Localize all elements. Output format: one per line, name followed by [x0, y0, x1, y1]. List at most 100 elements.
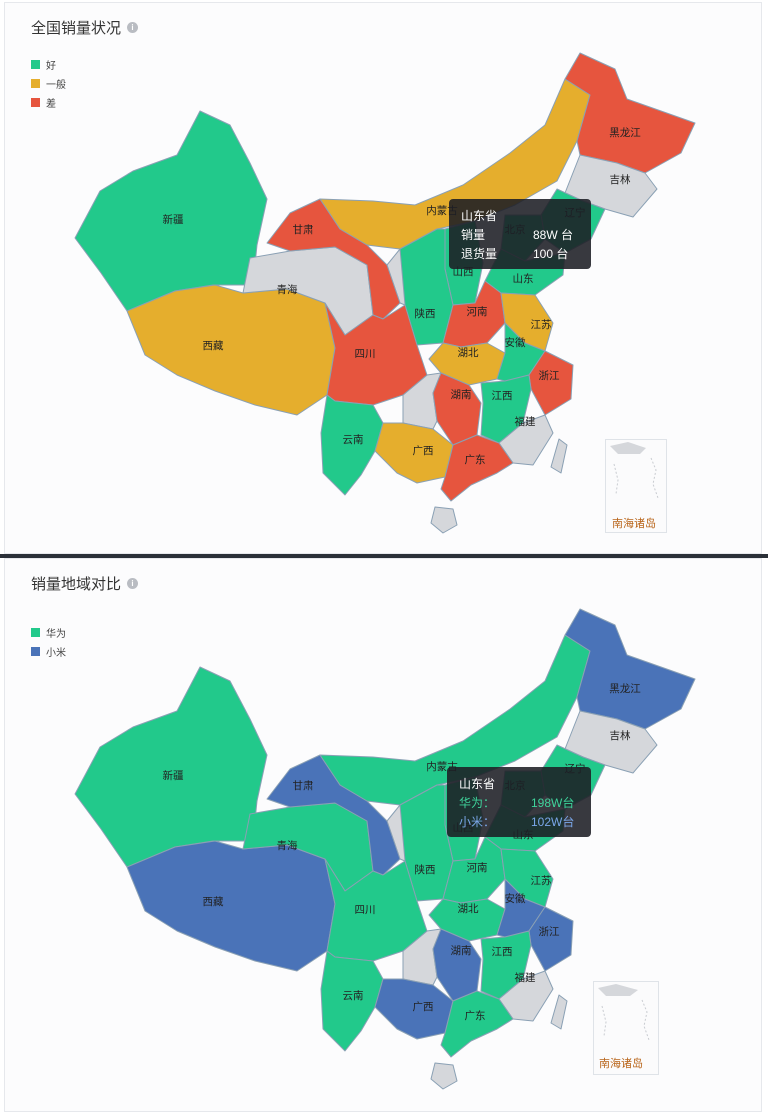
inset-islands	[598, 984, 650, 1041]
info-circle-icon[interactable]: i	[127, 22, 139, 33]
province-label: 山西	[453, 266, 474, 278]
inset-label: 南海诸岛	[599, 1058, 643, 1070]
region-comparison-panel: 销量地域对比 i 华为 小米 新疆西藏青海甘肃内蒙古黑龙江吉林辽宁北京山西山东陕…	[4, 558, 762, 1112]
province-region[interactable]	[320, 950, 384, 1052]
province-label: 甘肃	[293, 779, 314, 792]
tooltip-row: 销量 88W 台	[461, 225, 579, 244]
province-region[interactable]	[440, 434, 514, 502]
province-label: 云南	[343, 433, 364, 446]
tooltip-title: 山东省	[459, 777, 496, 791]
tooltip-label: 华为：	[459, 796, 496, 810]
province-region[interactable]	[564, 52, 696, 174]
legend-label: 华为	[46, 629, 66, 640]
province-label: 江苏	[531, 874, 552, 887]
south-china-sea-inset	[593, 981, 659, 1075]
province-label: 黑龙江	[609, 126, 641, 139]
inset-islands	[610, 442, 659, 499]
province-label: 青海	[277, 283, 298, 296]
info-circle-icon[interactable]: i	[127, 578, 139, 589]
province-region[interactable]	[74, 110, 268, 312]
province-region[interactable]	[564, 608, 696, 730]
legend-swatch	[31, 628, 40, 637]
province-label: 四川	[355, 348, 376, 360]
legend-item-xiaomi[interactable]: 小米	[31, 642, 66, 661]
legend-label: 差	[46, 99, 56, 110]
panel-divider	[0, 554, 768, 558]
province-label: 山东	[513, 272, 534, 285]
taiwan-island	[550, 438, 568, 474]
province-label: 江西	[492, 390, 513, 402]
hainan-island	[430, 1062, 458, 1090]
tooltip-value: 88W 台	[533, 228, 574, 242]
province-region[interactable]	[74, 666, 268, 868]
tooltip-row: 小米： 102W台	[459, 812, 579, 831]
legend-label: 小米	[46, 648, 66, 659]
tooltip-label: 小米：	[459, 815, 496, 829]
province-label: 江西	[492, 946, 513, 958]
province-label: 广西	[413, 445, 434, 457]
tooltip-row: 华为： 198W台	[459, 793, 579, 812]
province-label: 湖北	[458, 903, 479, 915]
province-label: 黑龙江	[609, 682, 641, 695]
province-label: 广西	[413, 1001, 434, 1013]
province-label: 新疆	[163, 769, 184, 782]
province-region[interactable]	[320, 394, 384, 496]
province-label: 甘肃	[293, 223, 314, 236]
province-label: 云南	[343, 989, 364, 1002]
province-label: 四川	[355, 904, 376, 916]
chart-title-text: 销量地域对比	[31, 576, 122, 593]
province-label: 浙江	[539, 370, 560, 382]
tooltip-row: 退货量 100 台	[461, 244, 579, 263]
chart-title-text: 全国销量状况	[31, 20, 122, 37]
legend-swatch	[31, 647, 40, 656]
tooltip-label: 销量	[461, 228, 486, 242]
legend-label: 一般	[46, 80, 66, 91]
province-label: 福建	[515, 415, 536, 428]
province-label: 广东	[465, 1009, 486, 1022]
province-region[interactable]	[440, 990, 514, 1058]
province-label: 湖南	[451, 388, 472, 401]
tooltip-label: 退货量	[461, 247, 498, 261]
legend-swatch	[31, 60, 40, 69]
legend: 华为 小米	[31, 623, 66, 661]
legend-swatch	[31, 79, 40, 88]
hainan-island	[430, 506, 458, 534]
province-label: 西藏	[203, 340, 224, 352]
tooltip-value: 102W台	[531, 815, 575, 829]
legend-item-normal[interactable]: 一般	[31, 74, 66, 93]
tooltip-title: 山东省	[461, 209, 498, 223]
province-label: 青海	[277, 839, 298, 852]
sales-status-panel: 全国销量状况 i 好 一般 差 新疆西藏青海甘肃内蒙古黑龙江吉林辽宁北京山西山东…	[4, 2, 762, 554]
province-label: 吉林	[610, 173, 631, 186]
legend: 好 一般 差	[31, 55, 66, 112]
legend-item-good[interactable]: 好	[31, 55, 66, 74]
province-label: 安徽	[505, 336, 526, 349]
tooltip: 山东省 销量 88W 台 退货量 100 台	[449, 199, 591, 269]
province-label: 浙江	[539, 926, 560, 938]
tooltip-value: 198W台	[531, 796, 575, 810]
province-region[interactable]	[126, 284, 336, 416]
inset-label: 南海诸岛	[612, 518, 656, 530]
legend-swatch	[31, 98, 40, 107]
taiwan-island	[550, 994, 568, 1030]
chart-title: 全国销量状况 i	[31, 17, 139, 38]
province-label: 安徽	[505, 892, 526, 905]
province-label: 湖北	[458, 347, 479, 359]
province-label: 广东	[465, 453, 486, 466]
legend-item-huawei[interactable]: 华为	[31, 623, 66, 642]
province-label: 西藏	[203, 896, 224, 908]
province-label: 河南	[467, 305, 488, 318]
map-layer: 新疆西藏青海甘肃内蒙古黑龙江吉林辽宁北京山西山东陕西河南江苏四川湖北安徽浙江湖南…	[74, 52, 696, 534]
province-label: 吉林	[610, 729, 631, 742]
legend-label: 好	[46, 61, 56, 72]
province-label: 福建	[515, 971, 536, 984]
south-china-sea-inset	[605, 439, 667, 533]
province-region[interactable]	[126, 840, 336, 972]
province-label: 江苏	[531, 318, 552, 331]
province-label: 陕西	[415, 863, 436, 876]
china-map: 新疆西藏青海甘肃内蒙古黑龙江吉林辽宁北京山西山东陕西河南江苏四川湖北安徽浙江湖南…	[74, 52, 696, 534]
tooltip-value: 100 台	[533, 247, 569, 261]
tooltip: 山东省 华为： 198W台 小米： 102W台	[447, 767, 591, 837]
chart-title: 销量地域对比 i	[31, 573, 139, 594]
legend-item-bad[interactable]: 差	[31, 93, 66, 112]
